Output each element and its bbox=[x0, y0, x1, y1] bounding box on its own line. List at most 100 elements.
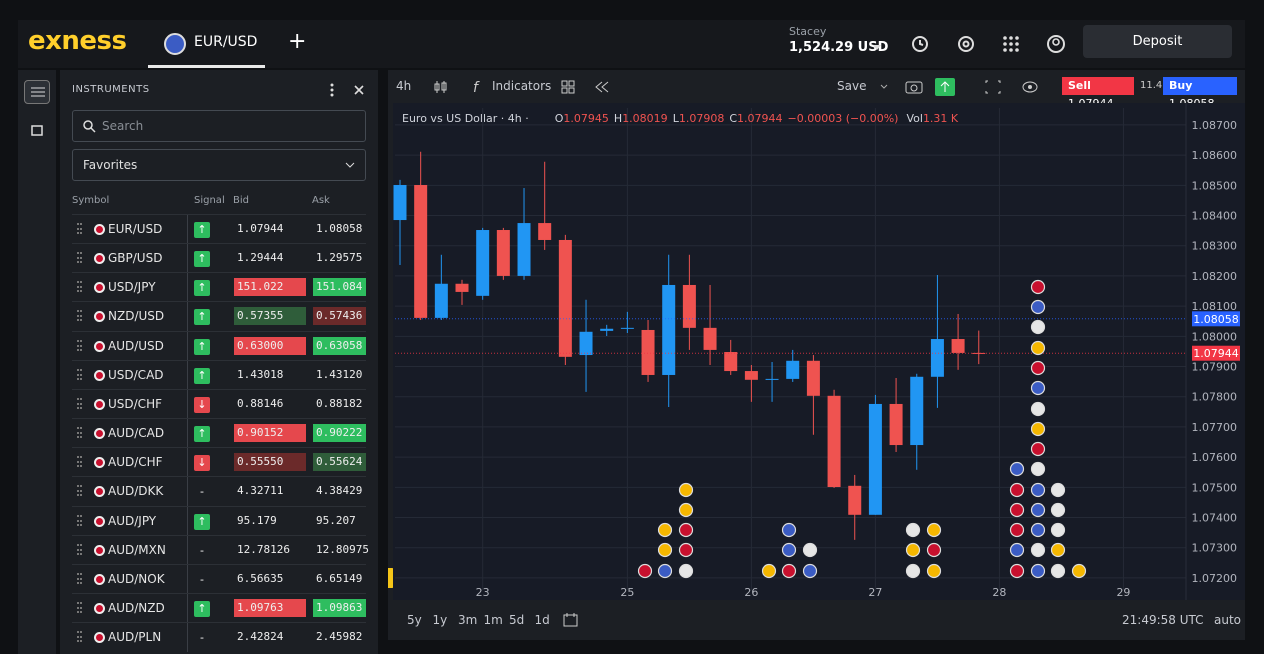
flag bbox=[94, 340, 105, 352]
bid: 0.63000 bbox=[234, 336, 306, 355]
candle-body bbox=[496, 230, 510, 276]
drag-handle bbox=[77, 601, 82, 613]
tab[interactable]: EUR/USD bbox=[148, 20, 265, 68]
instrument-row[interactable]: USD/JPY ↑ 151.022 151.084 bbox=[72, 272, 366, 303]
save[interactable]: Save bbox=[837, 79, 867, 93]
toolbar-icons[interactable]: f bbox=[434, 78, 634, 96]
instruments-panel: INSTRUMENTS Search Favorites Symbol Signa… bbox=[60, 70, 378, 654]
drag-handle bbox=[77, 252, 82, 264]
clock: 21:49:58 UTC bbox=[1122, 613, 1204, 627]
chevron bbox=[345, 162, 355, 168]
instrument-row[interactable]: AUD/MXN - 12.78126 12.80975 bbox=[72, 534, 369, 565]
event-icon bbox=[1050, 542, 1066, 558]
deposit-button[interactable]: Deposit bbox=[1083, 25, 1232, 58]
signal: ↓ bbox=[194, 455, 210, 472]
filter-dropdown[interactable]: Favorites bbox=[72, 149, 366, 181]
drag-handle bbox=[77, 281, 82, 293]
column-header: Symbol bbox=[72, 195, 110, 206]
scale-mode[interactable]: auto bbox=[1214, 613, 1242, 627]
instrument-row[interactable]: AUD/DKK - 4.32711 4.38429 bbox=[72, 476, 366, 507]
x-tick-label: 25 bbox=[620, 586, 634, 599]
instrument-row[interactable]: NZD/USD ↑ 0.57355 0.57436 bbox=[72, 301, 366, 332]
header-part: 1.08019 bbox=[622, 112, 668, 125]
flag bbox=[94, 282, 105, 294]
y-tick-label: 1.07400 bbox=[1192, 512, 1238, 525]
y-tick-label: 1.08100 bbox=[1192, 300, 1238, 313]
candle-body bbox=[558, 239, 572, 357]
ask: 0.63058 bbox=[313, 336, 366, 355]
ask: 95.207 bbox=[316, 513, 356, 527]
panel-actions[interactable] bbox=[328, 82, 368, 98]
range-button[interactable]: 5y bbox=[407, 613, 422, 627]
logo[interactable]: exness bbox=[28, 26, 127, 56]
buy-label: Buy bbox=[1169, 79, 1193, 92]
drag-handle bbox=[77, 485, 82, 497]
list-icon bbox=[31, 87, 45, 97]
instrument-row[interactable]: AUD/CHF ↓ 0.55550 0.55624 bbox=[72, 447, 366, 478]
event-icon bbox=[905, 542, 921, 558]
flag bbox=[94, 457, 105, 469]
symbol: AUD/JPY bbox=[108, 513, 157, 528]
range-button[interactable]: 1m bbox=[483, 613, 503, 627]
header-part: H bbox=[614, 112, 622, 125]
y-tick-label: 1.08600 bbox=[1192, 149, 1238, 162]
bid: 6.56635 bbox=[237, 571, 284, 585]
ask: 2.45982 bbox=[316, 630, 363, 644]
date-range-icon[interactable] bbox=[562, 611, 580, 629]
instrument-row[interactable]: AUD/PLN - 2.42824 2.45982 bbox=[72, 622, 366, 653]
ask: 1.08058 bbox=[316, 222, 363, 235]
instrument-row[interactable]: AUD/NOK - 6.56635 6.65149 bbox=[72, 563, 366, 594]
instrument-row[interactable]: AUD/NZD ↑ 1.09763 1.09863 bbox=[72, 592, 366, 623]
candle-body bbox=[972, 352, 986, 354]
bid: 1.43018 bbox=[237, 367, 284, 381]
calendar-icon[interactable] bbox=[31, 124, 43, 136]
instrument-row[interactable]: AUD/USD ↑ 0.63000 0.63058 bbox=[72, 330, 366, 361]
range-button[interactable]: 5d bbox=[509, 613, 525, 627]
event-icon bbox=[1071, 563, 1087, 579]
symbol: USD/CAD bbox=[108, 367, 164, 382]
header-part: −0.00003 (−0.00%) bbox=[788, 112, 899, 125]
chart-header: Euro vs US Dollar · 4h · O1.07945 H1.08019… bbox=[402, 112, 959, 125]
timeframe[interactable]: 4h bbox=[396, 79, 412, 93]
header-part: C bbox=[729, 112, 737, 125]
caret bbox=[873, 45, 881, 50]
icons[interactable] bbox=[908, 32, 1068, 56]
flag bbox=[94, 398, 105, 410]
instrument-row[interactable]: AUD/CAD ↑ 0.90152 0.90222 bbox=[72, 418, 366, 449]
event-icon bbox=[1030, 522, 1046, 538]
price-label: 1.07944 bbox=[1193, 347, 1239, 360]
header-part: 1.07945 bbox=[563, 112, 609, 125]
event-icon bbox=[657, 542, 673, 558]
buy-button[interactable]: Buy 1.08058 bbox=[1163, 77, 1237, 110]
y-tick-label: 1.08700 bbox=[1192, 119, 1238, 132]
new-tab[interactable]: + bbox=[288, 29, 307, 54]
sell-button[interactable]: Sell 1.07944 bbox=[1062, 77, 1134, 110]
signal: ↓ bbox=[194, 396, 210, 413]
search-icon bbox=[83, 120, 96, 133]
event-icon bbox=[678, 542, 694, 558]
flag bbox=[164, 33, 186, 55]
instrument-row[interactable]: GBP/USD ↑ 1.29444 1.29575 bbox=[72, 243, 366, 274]
range-button[interactable]: 1d bbox=[534, 613, 550, 627]
account-name[interactable]: Stacey bbox=[789, 25, 827, 38]
event-icon bbox=[1009, 542, 1025, 558]
bid: 2.42824 bbox=[237, 630, 284, 644]
instrument-row[interactable]: USD/CHF ↓ 0.88146 0.88182 bbox=[72, 388, 366, 419]
instrument-row[interactable]: USD/CAD ↑ 1.43018 1.43120 bbox=[72, 359, 366, 390]
signal-divider bbox=[187, 360, 188, 390]
balance[interactable]: 1,524.29 USD bbox=[789, 40, 889, 55]
candle-body bbox=[600, 328, 614, 331]
drag-handle bbox=[77, 631, 82, 643]
ask: 1.09863 bbox=[313, 598, 366, 617]
range-button[interactable]: 3m bbox=[458, 613, 478, 627]
event-icon bbox=[1009, 563, 1025, 579]
range-button[interactable]: 1y bbox=[432, 613, 448, 627]
toolbar-right-icons[interactable] bbox=[880, 78, 1040, 96]
search-box[interactable]: Search bbox=[72, 110, 366, 142]
y-tick-label: 1.08200 bbox=[1192, 270, 1238, 283]
instrument-row[interactable]: EUR/USD ↑ 1.07944 1.08058 bbox=[72, 214, 366, 244]
signal-divider bbox=[187, 506, 188, 536]
instrument-row[interactable]: AUD/JPY ↑ 95.179 95.207 bbox=[72, 505, 366, 536]
indicators[interactable]: Indicators bbox=[492, 79, 552, 93]
panel-handle[interactable] bbox=[388, 568, 395, 588]
